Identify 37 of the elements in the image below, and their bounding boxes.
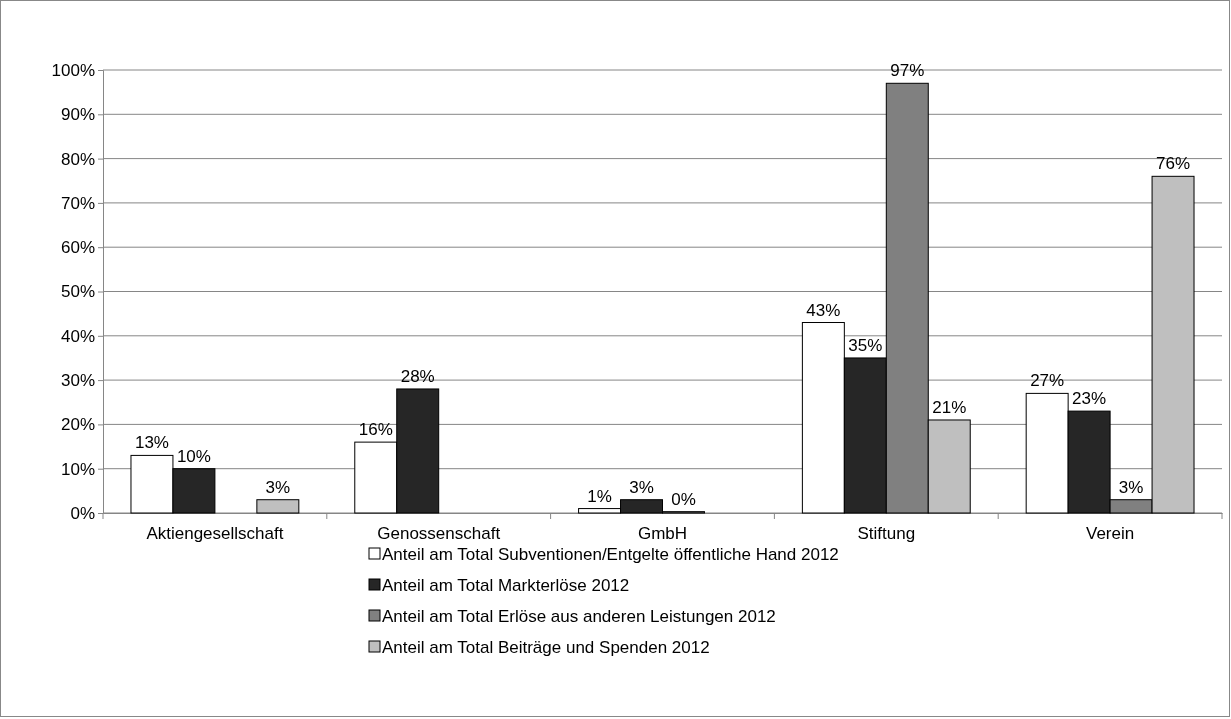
data-label: 0% xyxy=(671,489,696,509)
data-label: 16% xyxy=(358,420,393,440)
data-label: 97% xyxy=(890,61,925,81)
data-label: 35% xyxy=(848,335,883,355)
y-tick-label: 60% xyxy=(60,238,95,258)
x-tick-label: Genossenschaft xyxy=(377,524,501,544)
x-tick-label: GmbH xyxy=(637,524,688,544)
x-tick-label: Stiftung xyxy=(857,524,916,544)
data-label: 10% xyxy=(176,446,211,466)
bar xyxy=(256,499,300,514)
y-tick-label: 40% xyxy=(60,326,95,346)
data-label: 76% xyxy=(1156,154,1191,174)
data-label: 23% xyxy=(1072,389,1107,409)
data-label: 3% xyxy=(265,477,291,497)
y-tick-label: 10% xyxy=(60,459,95,479)
y-tick-label: 80% xyxy=(60,149,95,169)
x-tick-label: Verein xyxy=(1086,524,1135,544)
data-label: 3% xyxy=(1118,477,1144,497)
data-label: 21% xyxy=(932,397,967,417)
data-label: 28% xyxy=(400,366,435,386)
y-tick-label: 100% xyxy=(51,60,95,80)
data-label: 13% xyxy=(134,433,169,453)
y-tick-label: 90% xyxy=(60,105,95,125)
legend-label: Anteil am Total Markterlöse 2012 xyxy=(382,576,630,595)
data-label: 3% xyxy=(629,477,654,497)
y-tick-label: 0% xyxy=(70,503,95,523)
data-label: 1% xyxy=(587,486,612,506)
x-tick-label: Aktiengesellschaft xyxy=(146,524,284,544)
y-tick-label: 70% xyxy=(60,193,95,213)
y-tick-label: 20% xyxy=(60,415,95,435)
legend-label: Anteil am Total Erlöse aus anderen Leistungen 2012 xyxy=(382,607,776,626)
data-label: 43% xyxy=(806,300,841,320)
legend-label: Anteil am Total Beiträge und Spenden 2012 xyxy=(382,638,710,657)
legend-label: Anteil am Total Subventionen/Entgelte öffentliche Hand 2012 xyxy=(382,545,839,564)
y-tick-label: 30% xyxy=(60,371,95,391)
y-tick-label: 50% xyxy=(60,282,95,302)
data-label: 27% xyxy=(1030,371,1065,391)
